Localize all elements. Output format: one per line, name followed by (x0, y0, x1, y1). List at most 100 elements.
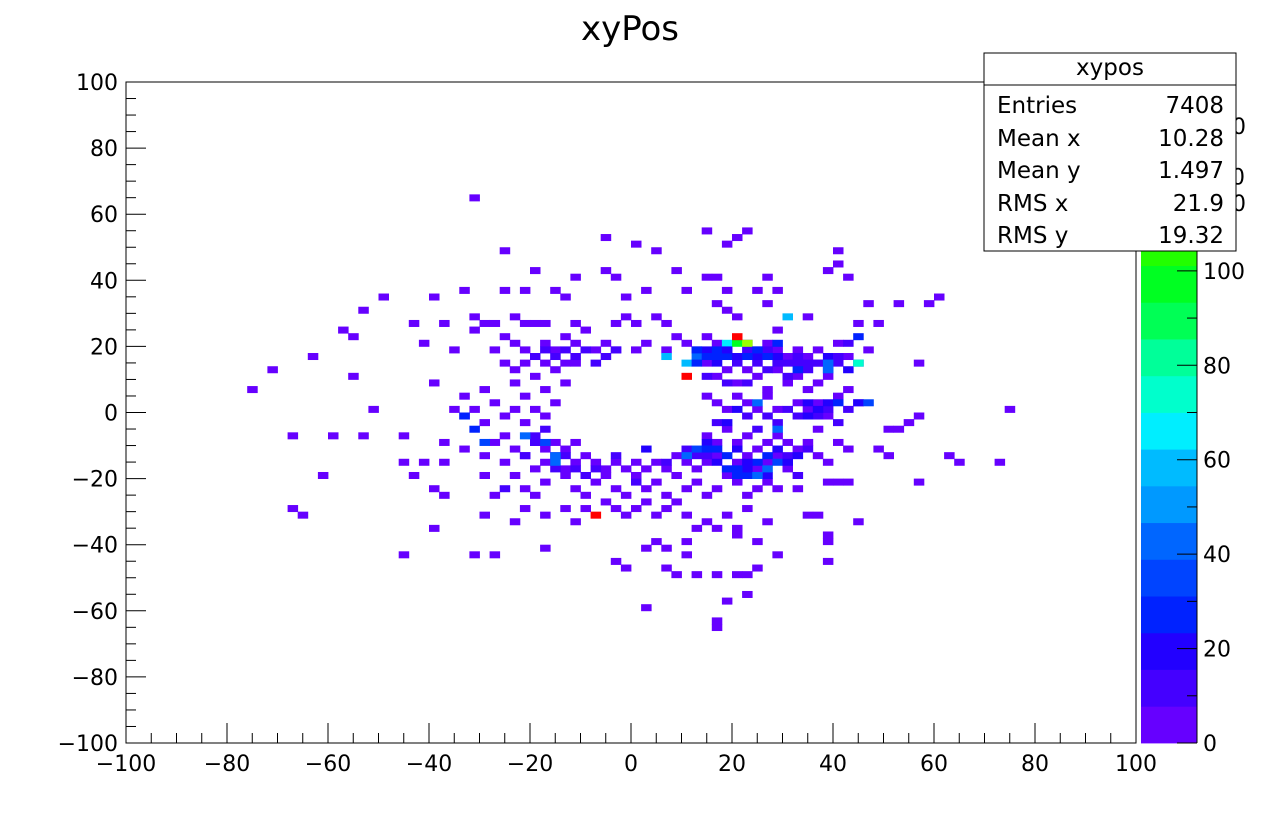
heatmap-cell (701, 518, 713, 526)
heatmap-cell (843, 339, 854, 347)
heatmap-cell (560, 293, 571, 301)
heatmap-cell (530, 319, 541, 327)
heatmap-cell (732, 531, 743, 539)
heatmap-cell (721, 286, 733, 294)
heatmap-cell (287, 505, 299, 513)
heatmap-cell (913, 478, 925, 486)
heatmap-cell (691, 346, 703, 354)
heatmap-cell (489, 399, 501, 407)
heatmap-cell (792, 399, 804, 407)
heatmap-cell (873, 319, 884, 327)
heatmap-cell (732, 471, 743, 479)
heatmap-cell (762, 386, 773, 394)
heatmap-cell (540, 319, 551, 327)
heatmap-cell (822, 359, 834, 367)
heatmap-cell (762, 346, 773, 354)
heatmap-cell (530, 353, 541, 361)
heatmap-cell (600, 267, 612, 275)
heatmap-cell (822, 557, 834, 565)
stats-rms-x-value: 21.9 (1173, 191, 1224, 217)
heatmap-cell (711, 524, 723, 532)
heatmap-cell (570, 273, 581, 281)
heatmap-cell (762, 465, 773, 473)
x-tick-label: −20 (507, 752, 553, 777)
palette-band (1141, 265, 1197, 303)
heatmap-cell (732, 339, 743, 347)
heatmap-cell (610, 452, 622, 460)
heatmap-cell (833, 478, 844, 486)
heatmap-cell (732, 478, 743, 486)
heatmap-cell (721, 471, 733, 479)
heatmap-cell (812, 511, 824, 519)
heatmap-cell (742, 452, 753, 460)
heatmap-cell (358, 306, 369, 314)
heatmap-cell (732, 333, 743, 341)
heatmap-cell (711, 419, 723, 427)
heatmap-cell (489, 346, 501, 354)
heatmap-cell (681, 551, 692, 559)
heatmap-cell (580, 491, 591, 499)
heatmap-cell (540, 445, 551, 453)
heatmap-cell (721, 346, 733, 354)
heatmap-cell (772, 366, 783, 374)
stats-entries-label: Entries (997, 93, 1077, 119)
y-tick-label: −40 (72, 534, 118, 559)
heatmap-cell (812, 346, 824, 354)
x-tick-label: −40 (406, 752, 452, 777)
heatmap-cell (711, 452, 723, 460)
heatmap-cell (853, 333, 864, 341)
heatmap-cell (812, 379, 824, 387)
heatmap-cell (752, 286, 763, 294)
heatmap-cell (822, 458, 834, 466)
heatmap-cell (651, 458, 662, 466)
heatmap-cell (752, 405, 763, 413)
heatmap-cell (822, 405, 834, 413)
x-tick-label: 100 (1115, 752, 1157, 777)
heatmap-cell (701, 452, 713, 460)
heatmap-cell (833, 399, 844, 407)
heatmap-cell (802, 313, 814, 321)
heatmap-cell (600, 465, 612, 473)
heatmap-cell (802, 445, 814, 453)
heatmap-cell (550, 458, 561, 466)
heatmap-cell (610, 485, 622, 493)
heatmap-cell (762, 458, 773, 466)
heatmap-cell (449, 405, 460, 413)
heatmap-cell (661, 353, 672, 361)
heatmap-cell (671, 498, 682, 506)
heatmap-cell (711, 438, 723, 446)
heatmap-cell (721, 379, 733, 387)
heatmap-cell (398, 458, 410, 466)
heatmap-cell (681, 286, 692, 294)
y-tick-label: −60 (72, 600, 118, 625)
heatmap-cell (651, 313, 662, 321)
heatmap-cell (762, 471, 773, 479)
heatmap-cell (732, 353, 743, 361)
heatmap-cell (772, 353, 783, 361)
heatmap-cell (661, 544, 672, 552)
x-tick-label: 60 (920, 752, 948, 777)
heatmap-cell (812, 425, 824, 433)
heatmap-cell (631, 471, 642, 479)
heatmap-cell (661, 491, 672, 499)
heatmap-cell (752, 346, 763, 354)
heatmap-cell (762, 273, 773, 281)
y-tick-label: −80 (72, 666, 118, 691)
heatmap-cell (560, 465, 571, 473)
heatmap-cell (772, 458, 783, 466)
heatmap-cell (580, 471, 591, 479)
heatmap-cell (742, 346, 753, 354)
heatmap-cell (519, 505, 531, 513)
heatmap-cell (701, 438, 713, 446)
heatmap-cell (661, 346, 672, 354)
heatmap-cell (530, 405, 541, 413)
heatmap-cell (691, 359, 703, 367)
chart-title: xyPos (581, 9, 679, 49)
heatmap-cell (742, 465, 753, 473)
heatmap-cell (721, 405, 733, 413)
heatmap-cell (792, 452, 804, 460)
heatmap-cell (620, 491, 632, 499)
palette-band (1141, 522, 1197, 560)
heatmap-cell (681, 339, 692, 347)
